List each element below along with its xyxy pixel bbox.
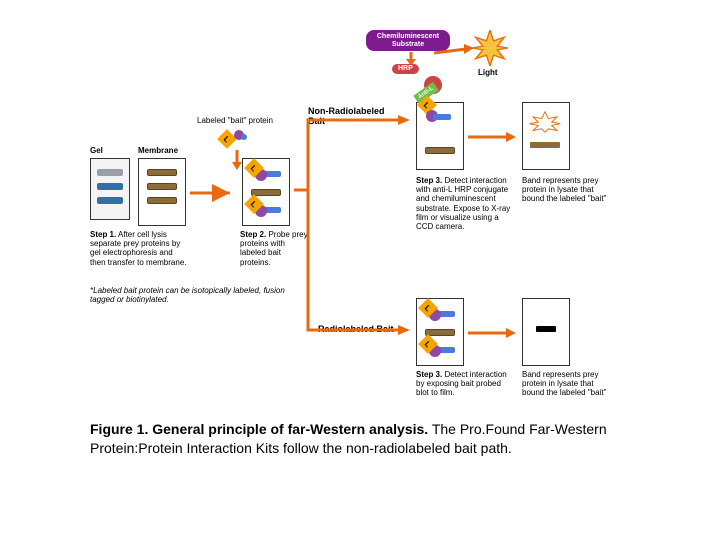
step3b-text: Step 3. Detect interaction by exposing b… [416,370,508,398]
step3a-body: Detect interaction with anti-L HRP conju… [416,176,510,231]
step2-head: Step 2. [240,230,266,239]
label-gel: Gel [90,146,103,155]
branch-lines [294,114,414,349]
hrp-label: HRP [392,64,419,74]
arrow-step1-step2 [190,186,238,205]
diagram-canvas: Gel Membrane Step 1. After cell lysis se… [90,30,660,400]
label-light: Light [478,68,498,77]
light-starburst [472,30,508,66]
step1-text: Step 1. After cell lysis separate prey p… [90,230,190,267]
label-membrane: Membrane [138,146,178,155]
output-bottom-band [536,326,556,332]
step3a-head: Step 3. [416,176,442,185]
band-b-text: Band represents prey protein in lysate t… [522,370,608,398]
chemi-label: Chemiluminescent Substrate [377,33,439,48]
arrow-to-light [434,46,474,65]
hrp-stack: Anti-L L [408,76,458,136]
prey-bar-top [433,114,451,120]
membrane-step1 [138,158,186,226]
band-a-text: Band represents prey protein in lysate t… [522,176,608,204]
step3b-head: Step 3. [416,370,442,379]
membrane-step3-bottom: L L [416,298,464,366]
footnote: *Labeled bait protein can be isotopicall… [90,286,290,304]
bait-prey-icon [234,130,244,140]
arrow-bottom-out [468,326,516,345]
membrane-step2: L L [242,158,290,226]
figure-caption: Figure 1. General principle of far-Weste… [90,420,630,458]
arrow-top-out [468,130,516,149]
output-bottom [522,298,570,366]
output-top-star [528,110,562,134]
step3a-text: Step 3. Detect interaction with anti-L H… [416,176,512,231]
caption-bold: Figure 1. General principle of far-Weste… [90,421,428,437]
step1-head: Step 1. [90,230,116,239]
label-bait: Labeled "bait" protein [195,116,275,125]
gel-rect [90,158,130,220]
output-top-band [530,142,560,148]
bait-icon: L [220,130,246,148]
